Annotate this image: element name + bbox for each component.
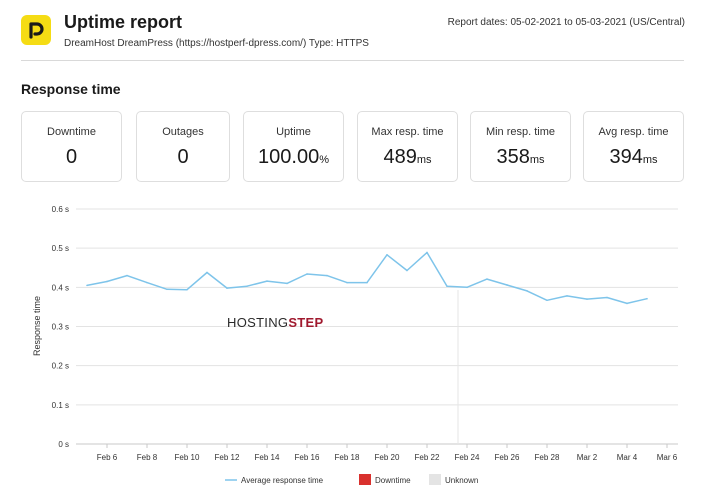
app-logo — [21, 15, 51, 45]
header-divider — [21, 60, 684, 61]
data-point — [626, 302, 628, 305]
legend-item-unknown: Unknown — [445, 476, 478, 485]
x-tick-label: Feb 22 — [415, 453, 440, 462]
data-point — [526, 290, 528, 292]
data-point — [326, 274, 328, 277]
legend-downtime-swatch — [359, 474, 371, 485]
legend-unknown-swatch — [429, 474, 441, 485]
x-tick-label: Feb 24 — [455, 453, 480, 462]
y-tick-label: 0.3 s — [52, 323, 69, 332]
data-point — [206, 271, 208, 274]
data-point — [286, 282, 288, 285]
series-line-average-response-time — [86, 251, 648, 305]
data-point — [486, 278, 488, 280]
y-tick-label: 0 s — [58, 440, 69, 449]
data-point — [266, 280, 268, 282]
data-point — [226, 287, 228, 289]
chart-legend: Average response time Downtime Unknown — [225, 474, 478, 485]
y-tick-label: 0.2 s — [52, 362, 69, 371]
x-tick-label: Feb 28 — [535, 453, 560, 462]
data-point — [86, 284, 88, 287]
stat-value: 0 — [65, 146, 78, 168]
data-point — [246, 285, 248, 287]
y-tick-label: 0.6 s — [52, 205, 69, 214]
stat-card-min-resp: Min resp. time 358ms — [470, 111, 571, 182]
stat-value: 394ms — [609, 146, 658, 168]
x-tick-label: Feb 26 — [495, 453, 520, 462]
data-point — [506, 284, 508, 286]
stat-card-outages: Outages 0 — [136, 111, 230, 182]
data-point — [306, 273, 308, 275]
stat-label: Min resp. time — [485, 126, 556, 138]
stat-card-avg-resp: Avg resp. time 394ms — [583, 111, 684, 182]
stat-card-max-resp: Max resp. time 489ms — [357, 111, 458, 182]
x-tick-label: Feb 20 — [375, 453, 400, 462]
data-point — [586, 298, 588, 300]
report-dates: Report dates: 05-02-2021 to 05-03-2021 (… — [447, 17, 685, 28]
stat-card-uptime: Uptime 100.00% — [243, 111, 344, 182]
data-point — [606, 296, 608, 299]
x-tick-label: Feb 16 — [295, 453, 320, 462]
x-tick-label: Feb 8 — [137, 453, 158, 462]
data-point — [466, 286, 468, 289]
logo-glyph-icon — [29, 22, 44, 39]
data-point — [426, 251, 428, 254]
data-point — [406, 269, 408, 272]
legend-item-average: Average response time — [241, 476, 324, 485]
stat-value: 358ms — [496, 146, 545, 168]
stat-label: Downtime — [47, 126, 96, 138]
x-tick-label: Feb 18 — [335, 453, 360, 462]
x-tick-label: Mar 6 — [657, 453, 678, 462]
x-tick-label: Mar 4 — [617, 453, 638, 462]
x-tick-label: Feb 6 — [97, 453, 118, 462]
data-point — [446, 285, 448, 287]
data-point — [186, 288, 188, 291]
x-tick-label: Feb 10 — [175, 453, 200, 462]
y-tick-label: 0.1 s — [52, 401, 69, 410]
stat-value: 489ms — [383, 146, 432, 168]
y-axis-label: Response time — [32, 296, 42, 356]
watermark: HOSTINGSTEP — [227, 315, 324, 330]
data-point — [106, 280, 108, 283]
monitor-subtitle: DreamHost DreamPress (https://hostperf-d… — [64, 38, 369, 49]
x-tick-label: Mar 2 — [577, 453, 598, 462]
data-point — [146, 281, 148, 284]
x-tick-label: Feb 12 — [215, 453, 240, 462]
y-tick-label: 0.5 s — [52, 244, 69, 253]
x-tick-label: Feb 14 — [255, 453, 280, 462]
stat-value: 0 — [177, 146, 189, 168]
data-point — [126, 274, 128, 277]
stat-card-downtime: Downtime 0 — [21, 111, 122, 182]
stat-label: Uptime — [276, 126, 311, 138]
data-point — [346, 281, 348, 284]
data-point — [646, 297, 648, 300]
data-point — [166, 288, 168, 291]
page-title: Uptime report — [64, 12, 183, 32]
legend-item-downtime: Downtime — [375, 476, 411, 485]
data-point — [386, 254, 388, 256]
data-point — [366, 281, 368, 284]
data-point — [546, 299, 548, 302]
data-point — [566, 295, 568, 297]
section-title: Response time — [21, 81, 121, 97]
y-tick-label: 0.4 s — [52, 283, 69, 292]
stat-label: Max resp. time — [371, 126, 444, 138]
stat-label: Outages — [162, 126, 204, 138]
stat-value: 100.00% — [258, 146, 329, 168]
stat-label: Avg resp. time — [598, 126, 669, 138]
